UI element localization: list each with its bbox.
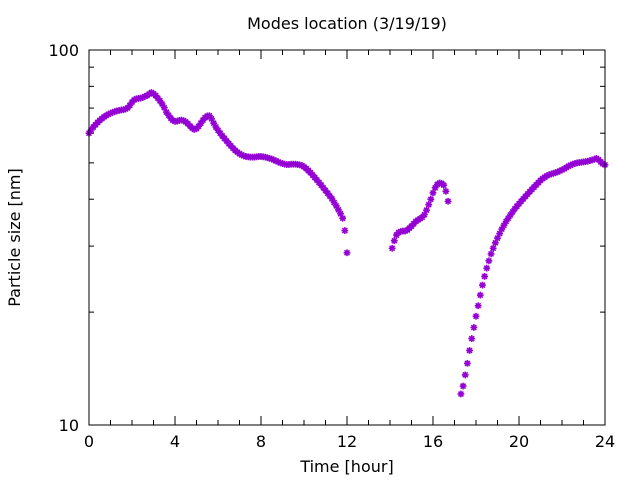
data-point [459,382,467,390]
data-point [427,195,435,203]
data-point [487,250,495,258]
chart-title: Modes location (3/19/19) [247,14,447,33]
x-tick-label: 24 [595,432,615,451]
data-point [483,264,491,272]
ticks: 0 4 8 12 16 20 24 10 100 [48,41,615,451]
data-point [341,227,349,234]
data-point [388,244,396,252]
x-tick-label: 8 [256,432,266,451]
data-point [489,244,497,252]
data-point [466,347,473,354]
data-point [457,390,465,398]
data-point [343,249,351,257]
data-point [339,214,347,222]
data-point [468,335,476,342]
data-point [472,312,480,320]
data-point [481,273,488,280]
data-point [440,181,448,189]
data-point [423,206,430,214]
data-points [85,89,609,398]
data-point [476,291,484,299]
data-point [332,202,340,210]
y-tick-label: 100 [48,41,79,60]
data-point [421,211,428,218]
data-point [464,359,471,367]
x-axis-label: Time [hour] [299,457,393,476]
data-point [479,281,486,289]
y-axis-label: Particle size [nm] [5,168,24,307]
data-point [390,237,398,245]
y-tick-label: 10 [59,416,79,435]
data-point [485,257,493,265]
data-point [442,187,450,195]
x-tick-label: 0 [84,432,94,451]
data-point [425,201,433,209]
data-point [474,302,482,310]
data-point [470,324,478,331]
x-tick-label: 12 [337,432,357,451]
x-tick-label: 16 [423,432,443,451]
data-point [444,197,452,205]
data-point [461,371,469,379]
x-tick-label: 20 [509,432,529,451]
plot-frame [88,49,606,426]
data-point [429,189,437,197]
x-tick-label: 4 [170,432,180,451]
